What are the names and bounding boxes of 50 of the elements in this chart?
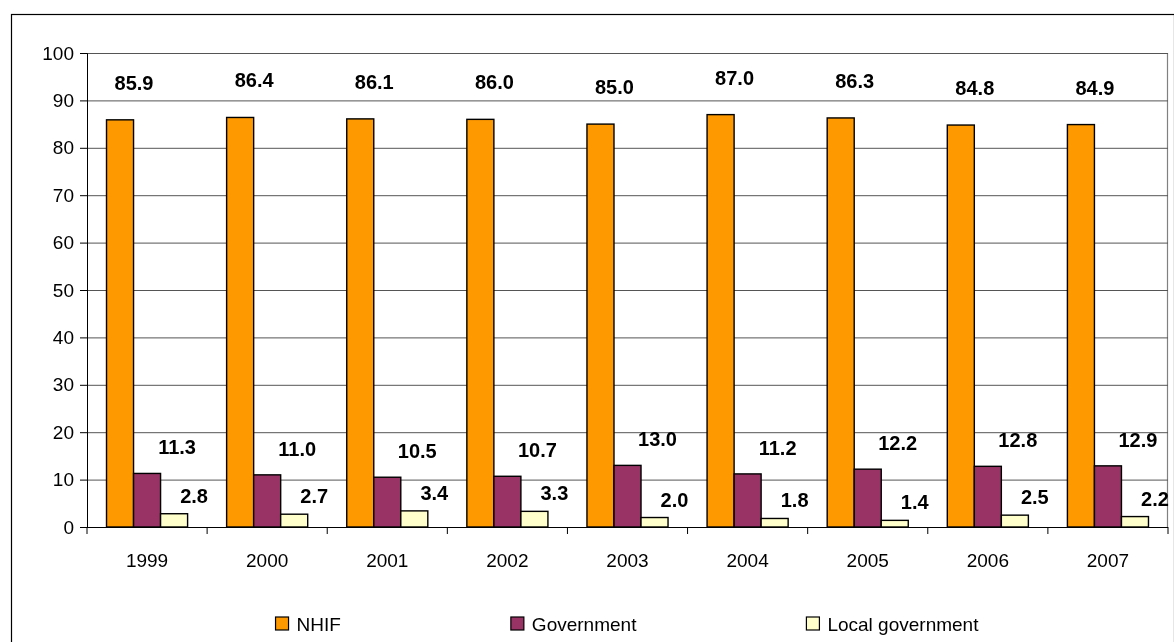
legend-label: Local government	[827, 614, 980, 635]
x-tick-label: 2003	[606, 550, 649, 571]
data-label: 85.9	[114, 71, 154, 94]
data-label: 84.8	[955, 77, 995, 100]
data-label: 86.3	[835, 69, 875, 92]
y-tick-label: 80	[52, 137, 74, 159]
x-tick-label: 1999	[125, 550, 169, 571]
legend-label: Government	[531, 614, 638, 635]
data-label: 2.7	[300, 485, 329, 508]
x-tick-label: 2004	[726, 550, 770, 571]
y-tick-label: 10	[52, 469, 74, 491]
data-label: 86.1	[354, 70, 394, 93]
x-tick-label: 2001	[366, 550, 409, 571]
x-tick-label: 2000	[246, 550, 289, 571]
data-label: 2.5	[1020, 486, 1049, 509]
data-label: 86.4	[234, 69, 275, 92]
data-label: 10.5	[397, 440, 437, 463]
y-tick-label: 100	[42, 42, 74, 64]
data-label: 2.8	[180, 484, 208, 507]
data-label: 1.4	[900, 491, 930, 514]
y-tick-label: 20	[52, 421, 74, 443]
data-label: 85.0	[595, 76, 634, 99]
data-label: 11.0	[278, 437, 317, 460]
data-label: 87.0	[715, 66, 755, 89]
data-label: 11.2	[758, 436, 797, 459]
x-tick-label: 2006	[966, 550, 1009, 571]
y-tick-label: 70	[52, 184, 74, 206]
x-tick-label: 2005	[846, 550, 889, 571]
x-tick-label: 2002	[486, 550, 529, 571]
data-label: 2.0	[660, 488, 689, 511]
y-tick-label: 30	[52, 374, 74, 396]
data-label: 12.8	[998, 429, 1038, 452]
data-label: 12.2	[878, 432, 918, 455]
data-label: 13.0	[638, 428, 677, 451]
data-label: 1.8	[780, 489, 809, 512]
data-label: 3.3	[540, 482, 569, 505]
data-label: 10.7	[517, 439, 557, 462]
data-label: 3.4	[420, 481, 450, 504]
data-label: 12.9	[1118, 428, 1158, 451]
data-label: 11.3	[158, 436, 196, 459]
y-tick-label: 40	[52, 326, 74, 348]
legend-label: NHIF	[296, 614, 341, 635]
y-tick-label: 0	[63, 516, 74, 538]
y-tick-label: 60	[52, 232, 74, 254]
data-label: 86.0	[474, 71, 514, 94]
x-tick-label: 2007	[1086, 550, 1130, 571]
data-label: 2.2	[1141, 487, 1169, 510]
y-tick-label: 50	[52, 279, 74, 301]
data-label: 84.9	[1075, 76, 1115, 99]
y-tick-label: 90	[52, 89, 74, 111]
